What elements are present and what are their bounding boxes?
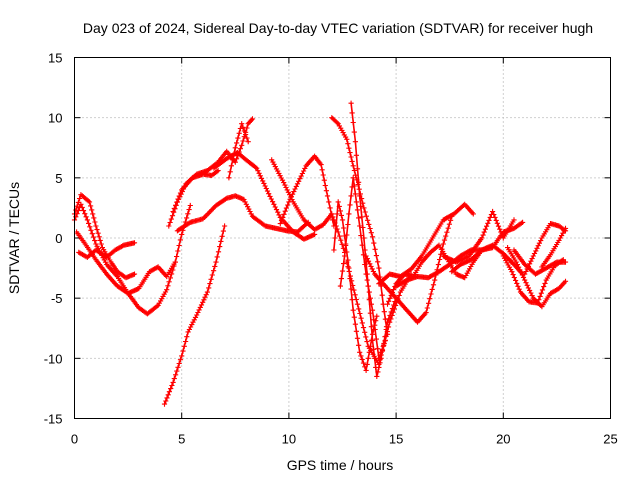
plus-markers [337, 175, 388, 361]
plus-markers [71, 201, 193, 317]
plus-markers [161, 223, 228, 407]
plus-markers [277, 153, 337, 229]
y-tick-label: -15 [44, 412, 63, 427]
plus-markers [226, 121, 251, 181]
y-tick-label: 15 [48, 51, 62, 66]
y-tick-label: -5 [51, 291, 63, 306]
x-axis-label: GPS time / hours [287, 457, 394, 473]
chart-title: Day 023 of 2024, Sidereal Day-to-day VTE… [83, 20, 593, 36]
series-trace [75, 231, 177, 295]
data-series-track-13 [329, 115, 391, 337]
series-trace [541, 227, 567, 268]
x-tick-label: 10 [282, 432, 296, 447]
x-tick-label: 15 [389, 432, 403, 447]
data-series-track-07 [170, 168, 221, 215]
x-tick-label: 0 [71, 432, 78, 447]
data-series-track-19 [376, 201, 476, 287]
plus-markers [329, 115, 391, 337]
data-series-track-10 [226, 121, 251, 181]
data-series-track-20 [384, 242, 485, 307]
plus-markers [170, 168, 221, 215]
plus-markers [505, 245, 569, 310]
axis-tick-labels: 0 5 10 15 20 25 -15 -10 -5 0 5 10 15 [44, 51, 618, 447]
y-tick-label: -10 [44, 351, 63, 366]
plus-markers [511, 247, 569, 277]
data-layer [71, 100, 569, 407]
data-series-track-03 [74, 229, 178, 296]
plus-markers [363, 213, 455, 325]
y-tick-label: 0 [55, 231, 62, 246]
x-tick-label: 5 [178, 432, 185, 447]
data-series-track-17 [344, 259, 414, 367]
data-series-track-23 [449, 219, 526, 275]
plus-markers [344, 259, 414, 367]
x-tick-label: 20 [496, 432, 510, 447]
plus-markers [449, 219, 526, 275]
y-tick-label: 5 [55, 171, 62, 186]
plus-markers [522, 221, 569, 277]
y-tick-label: 10 [48, 111, 62, 126]
data-series-track-02 [71, 201, 193, 317]
series-trace [228, 122, 249, 179]
plot-frame [74, 57, 611, 419]
series-trace [378, 203, 475, 285]
data-series-track-05 [161, 223, 228, 407]
data-series-track-28 [539, 225, 569, 270]
plus-markers [269, 157, 348, 255]
grid [74, 57, 611, 419]
data-series-track-15 [337, 175, 388, 361]
plus-markers [74, 229, 178, 296]
data-series-track-25 [505, 245, 569, 310]
y-axis-label: SDTVAR / TECUs [6, 182, 22, 294]
x-tick-label: 25 [603, 432, 617, 447]
data-series-track-27 [522, 221, 569, 277]
data-series-track-26 [511, 247, 569, 277]
plus-markers [376, 201, 476, 287]
data-series-track-04 [76, 240, 138, 260]
plus-markers [539, 225, 569, 270]
plus-markers [76, 240, 138, 260]
